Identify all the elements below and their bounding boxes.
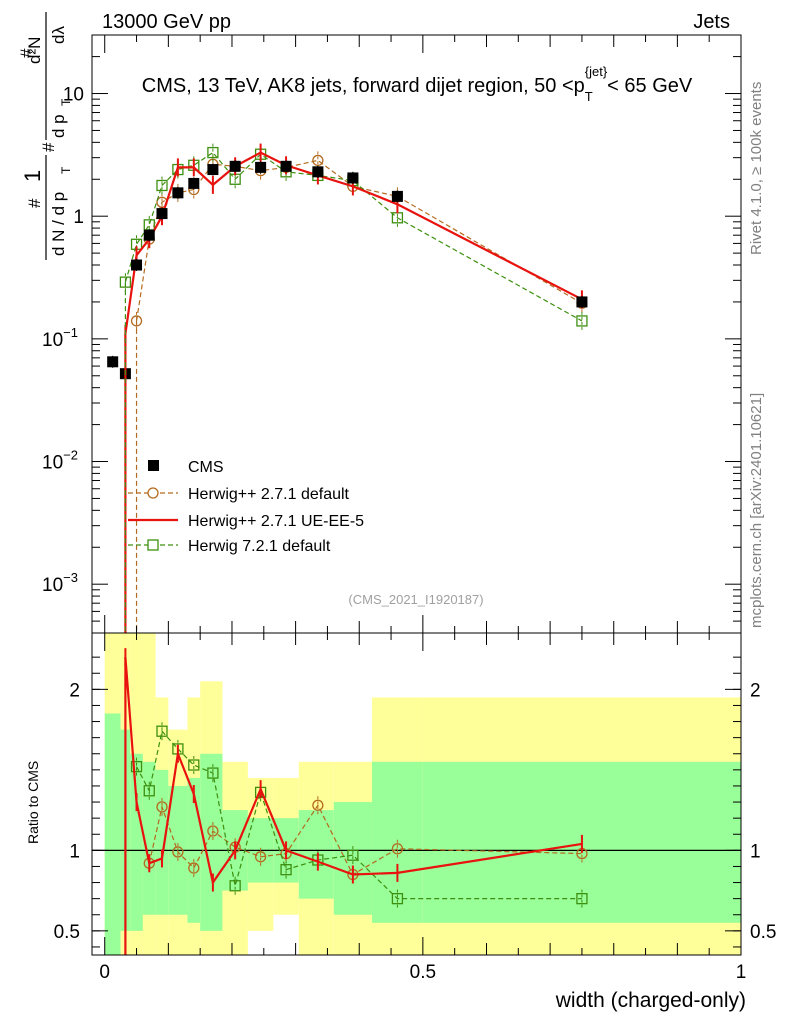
svg-text:T: T (59, 166, 73, 174)
svg-text:#: # (17, 48, 36, 58)
legend-marker-herwig-default (147, 487, 159, 499)
ratio-ytick-label-right-2: 2 (750, 680, 761, 701)
x-axis-label: width (charged-only) (555, 989, 746, 1012)
legend-label-herwig-ueee5: Herwig++ 2.7.1 UE-EE-5 (188, 513, 364, 530)
main-ytick-label-2: 10−1 (42, 325, 78, 351)
svg-text:d²N: d²N (25, 37, 44, 64)
svg-text:dλ: dλ (49, 26, 68, 44)
ratio-series-group (124, 648, 588, 955)
ratio-series-0-point-4 (207, 825, 219, 837)
main-series-3-point-13 (576, 315, 588, 327)
ratio-ytick-label-1: 1 (69, 841, 80, 862)
category-label: Jets (693, 11, 730, 33)
svg-text:#: # (25, 198, 44, 208)
analysis-id: (CMS_2021_I1920187) (348, 592, 483, 607)
ratio-series-2-line (136, 729, 582, 900)
xtick-label-1: 0.5 (410, 962, 436, 983)
main-series-1-line (135, 159, 583, 322)
ratio-series-2-point-10 (347, 849, 359, 861)
svg-text:d N / d p: d N / d p (49, 192, 68, 256)
main-series-0-point-4 (156, 208, 168, 220)
ratio-ytick-label-right-0: 0.5 (750, 922, 776, 943)
ratio-series-2-point-11 (391, 893, 404, 905)
ratio-series-2-point-1 (143, 785, 155, 797)
ratio-series-2-point-5 (207, 767, 219, 779)
main-series-0-point-3 (143, 229, 155, 241)
main-ytick-label-4: 10 (63, 85, 84, 106)
legend: CMS Herwig++ 2.7.1 default Herwig++ 2.7.… (128, 459, 364, 555)
plot-title: CMS, 13 TeV, AK8 jets, forward dijet reg… (142, 64, 693, 104)
band-green-7 (200, 753, 223, 931)
ratio-series-2-point-2 (156, 725, 168, 737)
main-series-0-point-5 (172, 187, 184, 199)
ratio-ytick-label-right-1: 1 (750, 841, 761, 862)
main-series-1-point-9 (312, 154, 324, 167)
main-series-0-point-7 (207, 164, 219, 176)
band-green-2 (130, 753, 143, 931)
ratio-series-0-point-10 (391, 843, 404, 855)
mcplots-label: mcplots.cern.ch [arXiv:2401.10621] (748, 393, 765, 628)
ratio-series-1-line (124, 657, 583, 886)
xtick-label-2: 1 (736, 962, 747, 983)
energy-label: 13000 GeV pp (102, 11, 231, 33)
ratio-series-0-point-3 (188, 862, 200, 874)
svg-text:T: T (59, 98, 73, 106)
main-series-3-line (124, 151, 583, 322)
legend-marker-cms (148, 460, 159, 471)
svg-text:1: 1 (20, 170, 45, 182)
ratio-uncertainty-bands (92, 633, 741, 955)
ratio-plot-frame (91, 632, 742, 956)
main-y-axis-label: # 1 d N / d p T # # d²N d p T dλ (17, 12, 73, 260)
ratio-y-axis-label: Ratio to CMS (25, 761, 41, 844)
ratio-ytick-label-0: 0.5 (54, 922, 80, 943)
ratio-axes: 0.5 0.51 12 20 0.5 1 (54, 656, 776, 983)
ratio-series-2-point-0 (130, 760, 143, 773)
band-green-4 (155, 769, 169, 915)
ratio-series-2-point-4 (188, 759, 200, 771)
main-series-group (107, 143, 588, 633)
ratio-series-0-line (148, 804, 582, 876)
main-series-3-point-3 (156, 179, 168, 192)
main-series-0-point-6 (188, 177, 200, 189)
ratio-ytick-label-2: 2 (69, 680, 80, 701)
svg-text:#: # (39, 142, 58, 152)
main-axes: 10−3 10−2 10−1 1 10 (42, 34, 742, 955)
main-series-0-point-8 (229, 160, 241, 172)
ratio-series-0-point-2 (172, 846, 184, 858)
main-ytick-label-1: 10−2 (42, 448, 78, 474)
band-green-3 (142, 761, 156, 915)
main-series-0-point-10 (280, 160, 292, 172)
legend-label-herwig-default: Herwig++ 2.7.1 default (188, 486, 350, 503)
ratio-series-2-point-12 (576, 893, 588, 905)
legend-label-cms: CMS (188, 459, 224, 476)
ratio-series-0-point-1 (156, 801, 168, 813)
main-ytick-label-0: 10−3 (42, 570, 78, 596)
svg-text:d p: d p (49, 114, 68, 138)
rivet-label: Rivet 4.1.0, ≥ 100k events (748, 82, 765, 255)
main-series-0-point-2 (131, 259, 143, 271)
main-series-0-point-0 (107, 356, 119, 368)
main-series-0-point-12 (347, 172, 359, 184)
main-series-0-point-9 (255, 161, 267, 173)
main-series-0-point-11 (312, 166, 324, 178)
legend-label-herwig7: Herwig 7.2.1 default (188, 538, 331, 555)
main-series-0-point-13 (391, 190, 403, 202)
legend-marker-herwig7 (147, 539, 159, 551)
ratio-series-0-point-6 (254, 851, 267, 863)
ratio-series-2-point-8 (280, 864, 292, 876)
main-series-3-point-6 (207, 146, 219, 159)
ratio-series-2-point-6 (229, 880, 241, 892)
ratio-series-0-point-8 (312, 799, 324, 811)
main-ytick-label-3: 1 (73, 207, 84, 228)
band-green-0 (104, 713, 121, 955)
xtick-label-0: 0 (99, 962, 110, 983)
main-series-0-point-14 (576, 296, 588, 308)
